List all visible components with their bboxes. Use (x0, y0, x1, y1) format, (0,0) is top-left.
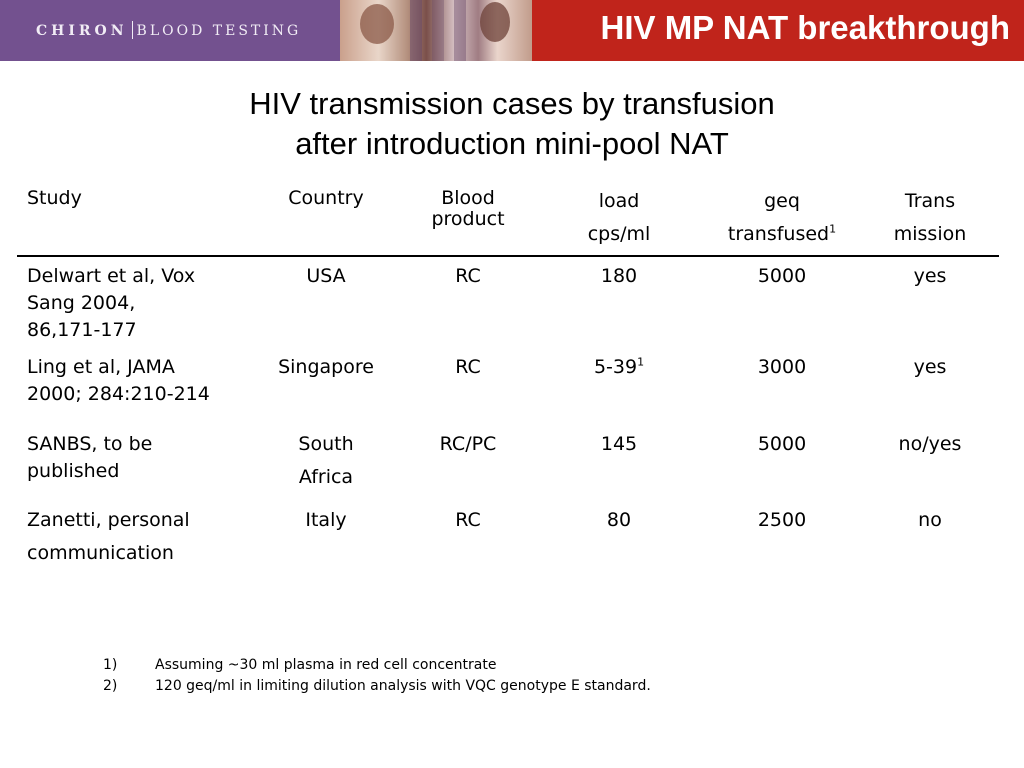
logo-text: CHIRON BLOOD TESTING (36, 21, 301, 39)
load-value: 180 (600, 265, 638, 287)
photo-test-tube (454, 0, 466, 61)
column-header-load-line2: cps/ml (587, 223, 651, 245)
cell-load: 5-391 (564, 354, 674, 381)
cell-country: South Africa (266, 428, 386, 494)
study-line: Delwart et al, Vox (27, 265, 196, 287)
cell-study: SANBS, to be published (27, 431, 247, 485)
footnote-number: 1) (103, 657, 118, 673)
cell-load: 80 (564, 507, 674, 534)
column-header-blood-line2: product (431, 208, 505, 230)
column-header-trans-line1: Trans (904, 190, 956, 212)
column-header-geq-line2: transfused1 (717, 218, 847, 251)
country-line: Africa (298, 466, 354, 488)
study-line: Zanetti, personal (27, 509, 190, 531)
country-line: South (298, 433, 354, 455)
subtitle-line-2: after introduction mini-pool NAT (295, 126, 729, 161)
study-line: 86,171-177 (27, 319, 137, 341)
table-header-row: Study Country Blood product load cps/ml … (17, 185, 999, 255)
logo-division: BLOOD TESTING (136, 23, 302, 39)
cell-blood-product: RC (455, 509, 481, 531)
photo-person-1 (360, 4, 394, 44)
cell-study: Zanetti, personal communication (27, 504, 247, 570)
column-header-geq: geq transfused1 (717, 185, 847, 251)
column-header-blood-line1: Blood (441, 187, 495, 209)
footnote-number: 2) (103, 678, 118, 694)
cell-geq: 5000 (757, 433, 807, 455)
load-value: 5-39 (593, 356, 638, 378)
cell-study: Ling et al, JAMA 2000; 284:210-214 (27, 354, 247, 408)
cell-blood-product: RC (455, 356, 481, 378)
study-line: communication (27, 542, 174, 564)
photo-person-2 (480, 2, 510, 42)
slide-header: CHIRON BLOOD TESTING HIV MP NAT breakthro… (0, 0, 1024, 61)
column-header-geq-line1: geq (764, 190, 800, 212)
cell-geq: 2500 (757, 509, 807, 531)
cell-geq: 3000 (757, 356, 807, 378)
column-header-transmission: Trans mission (875, 185, 985, 251)
study-line: 2000; 284:210-214 (27, 383, 210, 405)
study-line: Ling et al, JAMA (27, 356, 175, 378)
column-header-blood-product: Blood product (412, 185, 524, 233)
footnote-marker: 1 (637, 355, 645, 369)
photo-test-tube (410, 0, 422, 61)
cell-blood-product: RC/PC (439, 433, 497, 455)
footnote-text: Assuming ~30 ml plasma in red cell conce… (155, 657, 497, 673)
cell-geq: 5000 (757, 265, 807, 287)
footnote-marker: 1 (829, 222, 837, 236)
footnote-text: 120 geq/ml in limiting dilution analysis… (155, 678, 651, 694)
slide-subtitle: HIV transmission cases by transfusion af… (0, 84, 1024, 164)
cell-country: Italy (305, 509, 347, 531)
header-photo-collage (340, 0, 532, 61)
study-line: Sang 2004, (27, 292, 136, 314)
cell-load: 145 (564, 431, 674, 458)
logo-divider (131, 21, 133, 39)
cell-load: 180 (564, 263, 674, 290)
cell-transmission: no/yes (898, 433, 962, 455)
title-banner: HIV MP NAT breakthrough (532, 0, 1024, 61)
cell-transmission: no (918, 509, 942, 531)
column-header-load-line1: load (598, 190, 640, 212)
header-divider (17, 255, 999, 257)
cell-country: USA (306, 265, 346, 287)
column-header-geq-text: transfused (727, 223, 830, 245)
column-header-country: Country (288, 187, 364, 209)
load-value: 80 (606, 509, 632, 531)
company-logo: CHIRON BLOOD TESTING (0, 0, 340, 61)
column-header-trans-line2: mission (893, 223, 967, 245)
slide-title: HIV MP NAT breakthrough (600, 9, 1010, 46)
column-header-load: load cps/ml (564, 185, 674, 251)
study-line: SANBS, to be (27, 433, 153, 455)
subtitle-line-1: HIV transmission cases by transfusion (249, 86, 775, 121)
cell-transmission: yes (913, 356, 947, 378)
column-header-study: Study (27, 187, 82, 209)
photo-test-tube (432, 0, 444, 61)
study-line: published (27, 460, 120, 482)
cell-transmission: yes (913, 265, 947, 287)
logo-brand: CHIRON (36, 23, 128, 39)
load-value: 145 (600, 433, 638, 455)
cell-blood-product: RC (455, 265, 481, 287)
cell-study: Delwart et al, Vox Sang 2004, 86,171-177 (27, 263, 247, 344)
cell-country: Singapore (278, 356, 374, 378)
